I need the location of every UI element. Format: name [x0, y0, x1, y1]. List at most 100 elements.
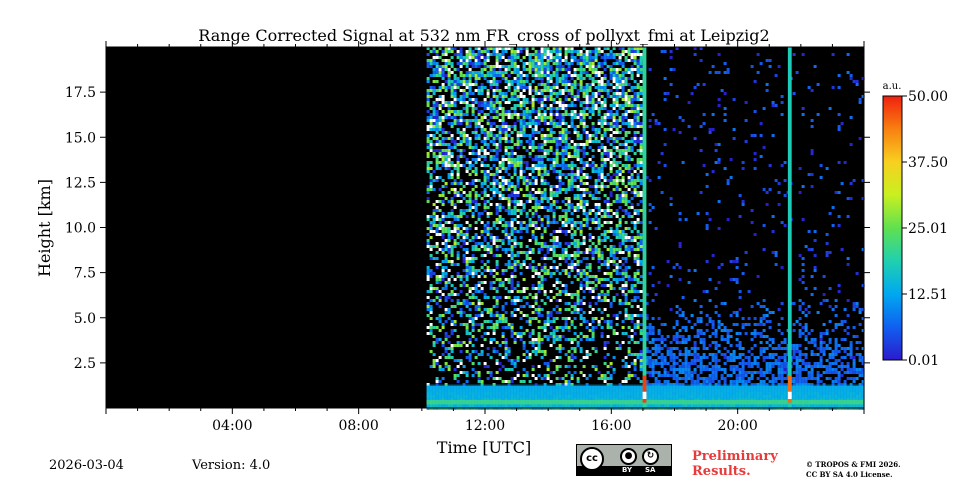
signal-cell	[462, 164, 466, 167]
signal-cell	[585, 275, 589, 278]
signal-cell	[447, 368, 451, 371]
signal-cell	[528, 83, 532, 86]
signal-cell	[606, 278, 610, 281]
signal-cell	[525, 164, 529, 167]
signal-cell	[594, 170, 598, 173]
signal-cell	[576, 53, 580, 56]
signal-cell	[564, 143, 568, 146]
signal-cell	[615, 146, 619, 149]
signal-cell	[639, 140, 643, 143]
signal-cell	[510, 266, 514, 269]
signal-cell	[591, 329, 595, 332]
signal-cell	[567, 98, 571, 101]
signal-cell	[567, 62, 571, 65]
signal-cell	[567, 173, 571, 176]
signal-cell	[477, 125, 481, 128]
signal-cell	[531, 110, 535, 113]
signal-cell	[441, 83, 445, 86]
signal-cell	[594, 245, 598, 248]
signal-cell	[525, 224, 529, 227]
signal-cell	[498, 53, 502, 56]
signal-cell	[513, 173, 517, 176]
signal-cell	[618, 311, 622, 314]
signal-cell	[462, 107, 466, 110]
signal-cell	[564, 209, 568, 212]
signal-cell	[525, 257, 529, 260]
signal-cell	[540, 299, 544, 302]
signal-cell	[534, 383, 538, 386]
signal-cell	[543, 350, 547, 353]
signal-cell	[471, 374, 475, 377]
signal-cell	[579, 272, 583, 275]
signal-cell	[498, 296, 502, 299]
signal-cell	[513, 128, 517, 131]
signal-cell	[447, 341, 451, 344]
signal-cell	[507, 383, 511, 386]
signal-cell	[576, 215, 580, 218]
signal-cell	[594, 137, 598, 140]
signal-cell	[582, 257, 586, 260]
signal-cell	[513, 362, 517, 365]
signal-cell	[450, 260, 454, 263]
signal-cell	[618, 251, 622, 254]
signal-cell	[618, 272, 622, 275]
signal-cell	[609, 284, 613, 287]
signal-cell	[561, 230, 565, 233]
signal-cell	[516, 185, 520, 188]
signal-cell	[600, 299, 604, 302]
signal-cell	[519, 245, 523, 248]
signal-cell	[450, 350, 454, 353]
signal-cell	[501, 314, 505, 317]
signal-cell	[639, 137, 643, 140]
signal-cell	[543, 164, 547, 167]
signal-cell	[630, 236, 634, 239]
signal-cell	[459, 200, 463, 203]
signal-cell	[579, 50, 583, 53]
signal-cell	[603, 152, 607, 155]
signal-cell	[498, 245, 502, 248]
signal-cell	[597, 92, 601, 95]
signal-cell	[609, 152, 613, 155]
signal-cell	[426, 200, 430, 203]
signal-cell	[612, 86, 616, 89]
signal-cell	[477, 158, 481, 161]
signal-cell	[552, 338, 556, 341]
signal-cell	[444, 158, 448, 161]
signal-cell	[639, 362, 643, 365]
signal-cell	[519, 50, 523, 53]
signal-cell	[495, 80, 499, 83]
signal-cell	[507, 236, 511, 239]
signal-cell	[627, 236, 631, 239]
signal-cell	[633, 275, 637, 278]
signal-cell	[555, 206, 559, 209]
signal-cell	[597, 266, 601, 269]
signal-cell	[627, 59, 631, 62]
signal-cell	[576, 155, 580, 158]
signal-cell	[567, 185, 571, 188]
signal-cell	[543, 206, 547, 209]
signal-cell	[495, 155, 499, 158]
signal-cell	[525, 113, 529, 116]
signal-cell	[513, 50, 517, 53]
signal-cell	[627, 77, 631, 80]
signal-cell	[558, 98, 562, 101]
signal-cell	[606, 230, 610, 233]
signal-cell	[480, 221, 484, 224]
signal-cell	[489, 140, 493, 143]
signal-cell	[495, 158, 499, 161]
signal-cell	[561, 326, 565, 329]
signal-cell	[546, 251, 550, 254]
signal-cell	[459, 350, 463, 353]
signal-cell	[594, 350, 598, 353]
signal-cell	[525, 110, 529, 113]
signal-cell	[618, 62, 622, 65]
signal-cell	[501, 137, 505, 140]
signal-cell	[462, 257, 466, 260]
signal-cell	[516, 164, 520, 167]
signal-cell	[558, 215, 562, 218]
signal-cell	[465, 50, 469, 53]
signal-cell	[564, 89, 568, 92]
signal-cell	[444, 68, 448, 71]
signal-cell	[486, 101, 490, 104]
signal-cell	[522, 110, 526, 113]
